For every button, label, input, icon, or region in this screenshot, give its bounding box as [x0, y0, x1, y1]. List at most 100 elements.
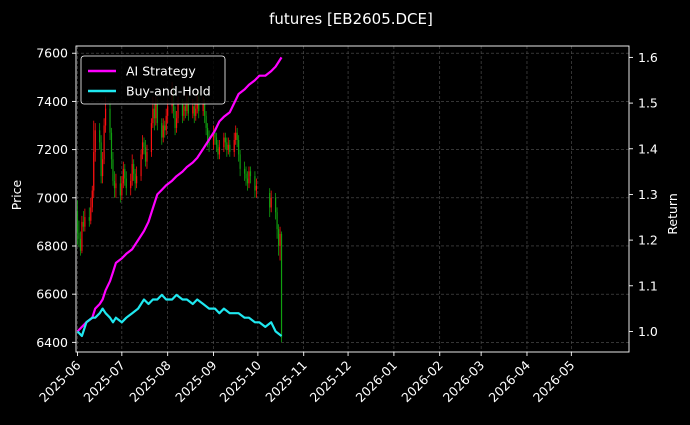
candle-body: [155, 103, 157, 119]
candle-body: [144, 147, 147, 162]
candle-body: [103, 125, 105, 160]
candle-body: [153, 108, 155, 119]
plot-frame: [75, 45, 630, 353]
y-tick-label: 7200: [36, 142, 68, 157]
candle-body: [183, 106, 185, 116]
candle-body: [243, 168, 246, 174]
candle-body: [131, 164, 133, 181]
candle-body: [79, 238, 82, 251]
y-tick-label: 6800: [36, 238, 68, 253]
y2-tick-label: 1.0: [638, 324, 658, 339]
candle-body: [143, 142, 145, 148]
candle-body: [277, 229, 280, 246]
candle-body: [125, 178, 127, 189]
candle-body: [215, 137, 218, 145]
candle-body: [276, 212, 278, 230]
candle-body: [130, 180, 132, 189]
candle-body: [177, 103, 179, 119]
candle-body: [212, 132, 215, 145]
candle-body: [175, 118, 178, 128]
candle-body: [93, 152, 95, 191]
candle-body: [206, 127, 209, 140]
candle-body: [91, 190, 93, 208]
y-tick-label: 7400: [36, 94, 68, 109]
y-tick-label: 7000: [36, 190, 68, 205]
y-tick-label: 6600: [36, 287, 68, 302]
candle-body: [205, 115, 207, 128]
candle-body: [181, 103, 184, 116]
candle-body: [84, 217, 86, 227]
series-line-buy-and-hold: [76, 293, 283, 338]
y2-tick-label: 1.6: [638, 50, 658, 65]
y-tick-label: 7600: [36, 46, 68, 61]
candle-body: [104, 108, 107, 126]
candle-body: [184, 106, 187, 112]
candle-body: [238, 139, 240, 155]
legend-label: Buy-and-Hold: [126, 84, 211, 99]
candle-body: [150, 123, 153, 153]
candle-body: [136, 176, 138, 184]
candle-body: [248, 171, 250, 184]
candle-body: [217, 144, 219, 155]
candle-body: [78, 232, 80, 239]
candle-body: [229, 144, 231, 153]
candle-body: [94, 130, 96, 153]
y-tick-label: 6400: [36, 335, 68, 350]
candle-body: [112, 159, 114, 181]
y-axis-label: Price: [9, 179, 24, 210]
candle-body: [255, 185, 257, 191]
candle-body: [133, 164, 135, 174]
candle-body: [202, 103, 204, 112]
candle-body: [113, 180, 116, 189]
candle-body: [218, 147, 221, 155]
candle-body: [156, 103, 158, 124]
candle-body: [99, 130, 101, 143]
candle-body: [195, 108, 197, 116]
candle-body: [165, 115, 167, 131]
candle-body: [90, 207, 92, 221]
legend: AI Strategy Buy-and-Hold: [80, 55, 226, 105]
legend-box: [80, 55, 226, 105]
chart-title: futures [EB2605.DCE]: [269, 10, 433, 28]
candle-body: [236, 132, 238, 140]
candle-body: [208, 139, 210, 145]
candle-body: [223, 137, 225, 148]
candle-body: [100, 142, 102, 177]
candle-body: [115, 183, 117, 189]
candle-body: [162, 125, 164, 138]
candle-body: [246, 178, 249, 184]
candle-body: [214, 132, 216, 138]
candle-body: [187, 101, 189, 114]
candle-body: [81, 221, 83, 251]
candle-body: [82, 221, 84, 227]
candle-body: [164, 125, 166, 131]
candle-body: [186, 101, 188, 112]
candle-body: [140, 154, 142, 177]
y2-tick-label: 1.3: [638, 187, 658, 202]
candle-body: [88, 217, 90, 221]
candle-body: [110, 132, 113, 160]
candle-body: [226, 142, 228, 150]
legend-label: AI Strategy: [126, 64, 196, 79]
candle-body: [167, 106, 169, 116]
candle-body: [124, 168, 126, 179]
candle-body: [146, 152, 148, 162]
candle-body: [141, 142, 144, 155]
candle-body: [161, 123, 163, 138]
candle-body: [119, 183, 121, 196]
candle-body: [254, 176, 256, 191]
y2-tick-label: 1.4: [638, 141, 658, 156]
series-line-ai-strategy: [76, 56, 283, 333]
candle-body: [109, 108, 111, 133]
candle-body: [270, 197, 272, 208]
candle-body: [279, 233, 281, 246]
candle-body: [122, 168, 124, 184]
candle-body: [174, 111, 176, 128]
candle-body: [245, 173, 247, 179]
candle-body: [204, 103, 206, 116]
candle-body: [275, 197, 277, 213]
y2-tick-label: 1.2: [638, 233, 658, 248]
candle-body: [193, 106, 195, 116]
